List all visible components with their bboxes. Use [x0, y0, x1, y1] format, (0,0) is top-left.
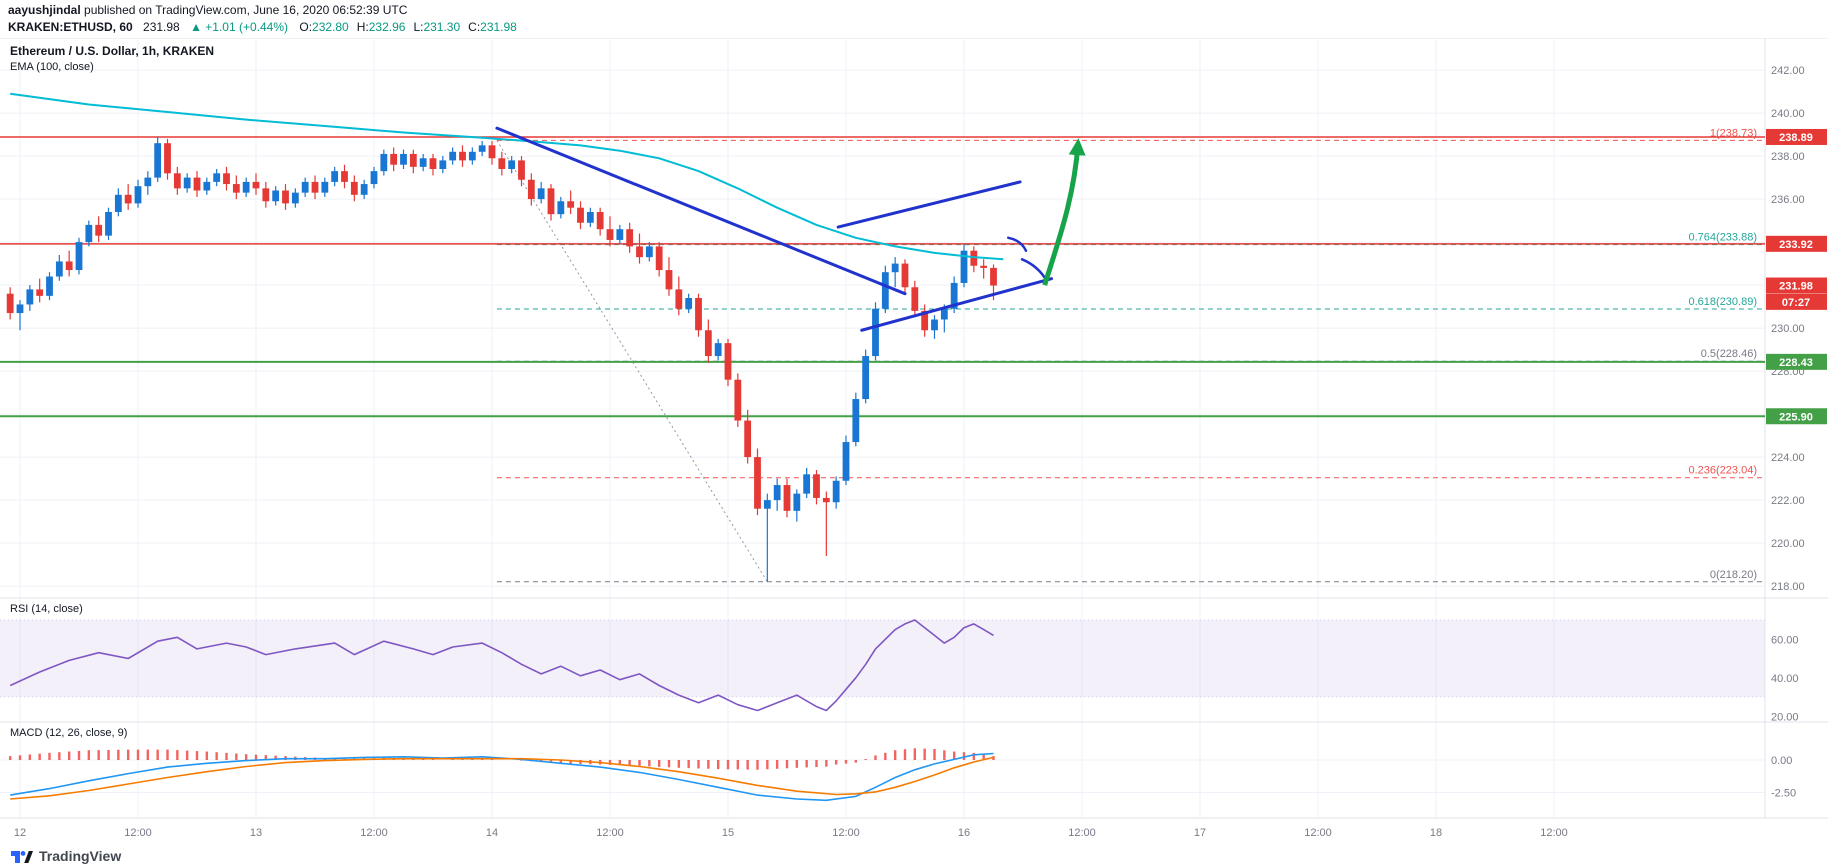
price-tick-label: 230.00	[1771, 323, 1805, 335]
time-tick-label: 12:00	[1540, 827, 1568, 839]
time-tick-label: 12:00	[360, 827, 388, 839]
price-tag	[1766, 408, 1827, 425]
tradingview-brand[interactable]: TradingView	[39, 848, 122, 864]
time-tick-label: 15	[722, 827, 734, 839]
price-change: ▲ +1.01 (+0.44%)	[190, 20, 289, 34]
fib-level-label: 0(218.20)	[1710, 569, 1757, 581]
price-tick-label: 220.00	[1771, 538, 1805, 550]
last-price: 231.98	[143, 20, 180, 34]
ohlc-value: 231.30	[423, 20, 461, 34]
time-tick-label: 16	[958, 827, 970, 839]
gridlines	[0, 40, 1765, 818]
price-tag	[1766, 277, 1827, 294]
price-axis[interactable]: 242.00240.00238.00236.00234.00232.00230.…	[1771, 65, 1805, 799]
price-axis-tags: 238.89 233.92 231.98 07:27 228.43 225.90	[1766, 128, 1827, 425]
time-tick-label: 12:00	[1068, 827, 1096, 839]
fib-level-label: 0.618(230.89)	[1689, 296, 1758, 308]
rsi-tick-label: 60.00	[1771, 634, 1799, 646]
pane-borders	[0, 37, 1828, 819]
ohlc-label: C:	[468, 20, 481, 34]
price-tag	[1766, 293, 1827, 310]
ohlc-value: 232.96	[368, 20, 406, 34]
symbol-info-line: KRAKEN:ETHUSD, 60 231.98 ▲ +1.01 (+0.44%…	[8, 20, 517, 34]
price-tag	[1766, 128, 1827, 145]
ohlc-label: L:	[413, 20, 424, 34]
price-tag-text: 233.92	[1779, 239, 1813, 251]
rsi-indicator-label[interactable]: RSI (14, close)	[10, 603, 83, 615]
time-tick-label: 12:00	[596, 827, 624, 839]
macd-indicator-label[interactable]: MACD (12, 26, close, 9)	[10, 727, 128, 739]
ohlc-value: 231.98	[480, 20, 517, 34]
price-tag	[1766, 353, 1827, 370]
annotation-stroke[interactable]	[1020, 258, 1048, 283]
rsi-band	[0, 619, 1765, 698]
tradingview-logo-icon[interactable]	[10, 847, 34, 865]
chart-title: Ethereum / U.S. Dollar, 1h, KRAKEN	[10, 44, 215, 58]
time-tick-label: 12:00	[832, 827, 860, 839]
time-tick-label: 17	[1194, 827, 1206, 839]
macd-tick-label: -2.50	[1771, 788, 1796, 800]
ema-indicator-label[interactable]: EMA (100, close)	[10, 61, 94, 73]
ohlc-values: O:232.80 H:232.96 L:231.30 C:231.98	[291, 20, 517, 34]
ohlc-label: H:	[356, 20, 369, 34]
time-tick-label: 12:00	[124, 827, 152, 839]
publish-details: published on TradingView.com, June 16, 2…	[80, 3, 408, 17]
price-tag-text: 07:27	[1782, 297, 1810, 309]
symbol-interval: KRAKEN:ETHUSD, 60	[8, 20, 133, 34]
fib-retracement-tool[interactable]: 1(238.73)0.764(233.88)0.618(230.89)0.5(2…	[496, 127, 1765, 583]
price-tick-label: 236.00	[1771, 194, 1805, 206]
up-arrow-annotation[interactable]	[1042, 138, 1086, 286]
ema-line	[10, 92, 1004, 261]
rsi-tick-label: 20.00	[1771, 711, 1799, 723]
time-tick-label: 12:00	[1304, 827, 1332, 839]
price-tag-text: 238.89	[1779, 132, 1813, 144]
time-tick-label: 13	[250, 827, 262, 839]
fib-level-label: 0.236(223.04)	[1689, 465, 1758, 477]
macd-tick-label: 0.00	[1771, 755, 1792, 767]
price-tick-label: 240.00	[1771, 108, 1805, 120]
price-tag-text: 228.43	[1779, 357, 1813, 369]
price-tag-text: 231.98	[1779, 281, 1813, 293]
rsi-tick-label: 40.00	[1771, 673, 1799, 685]
ohlc-label: O:	[299, 20, 313, 34]
price-tick-label: 238.00	[1771, 151, 1805, 163]
author-name: aayushjindal	[8, 3, 81, 17]
fib-level-label: 0.5(228.46)	[1701, 348, 1757, 360]
price-tag-text: 225.90	[1779, 411, 1813, 423]
rsi-line	[9, 619, 994, 712]
macd-series	[8, 748, 995, 802]
ohlc-value: 232.80	[312, 20, 349, 34]
time-tick-label: 12	[14, 827, 26, 839]
price-tick-label: 242.00	[1771, 65, 1805, 77]
price-tick-label: 218.00	[1771, 581, 1805, 593]
time-tick-label: 14	[486, 827, 498, 839]
horizontal-price-lines[interactable]	[0, 136, 1765, 418]
time-tick-label: 18	[1430, 827, 1442, 839]
price-tag	[1766, 235, 1827, 252]
time-axis[interactable]: 12 12:00 13 12:00 14 12:00 15 12:00 16 12:00 17 12:…	[14, 827, 1568, 839]
price-tick-label: 224.00	[1771, 452, 1805, 464]
annotation-stroke[interactable]	[1007, 236, 1028, 252]
publish-info-line: aayushjindal published on TradingView.co…	[8, 3, 407, 17]
footer: TradingView	[10, 847, 121, 865]
candlestick-series	[6, 136, 997, 582]
fib-level-label: 0.764(233.88)	[1689, 232, 1758, 244]
price-tick-label: 222.00	[1771, 495, 1805, 507]
snapshot-header: aayushjindal published on TradingView.co…	[0, 0, 1828, 38]
